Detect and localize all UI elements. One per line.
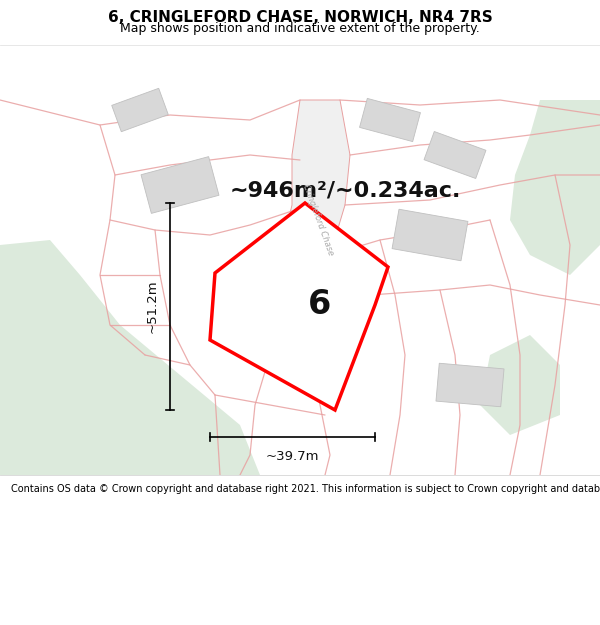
Polygon shape (280, 100, 350, 305)
Text: 6: 6 (308, 288, 331, 321)
Polygon shape (112, 88, 168, 132)
Polygon shape (424, 131, 486, 179)
Polygon shape (141, 157, 219, 213)
Polygon shape (392, 209, 468, 261)
Polygon shape (0, 240, 260, 475)
Text: ~946m²/~0.234ac.: ~946m²/~0.234ac. (230, 180, 461, 200)
Text: ~39.7m: ~39.7m (266, 451, 319, 464)
Polygon shape (267, 249, 353, 331)
Text: Cringleford Chase: Cringleford Chase (301, 183, 335, 257)
Polygon shape (436, 363, 504, 407)
Polygon shape (480, 335, 560, 435)
Polygon shape (210, 203, 388, 410)
Text: ~51.2m: ~51.2m (146, 280, 158, 333)
Polygon shape (510, 100, 600, 275)
Text: Contains OS data © Crown copyright and database right 2021. This information is : Contains OS data © Crown copyright and d… (11, 484, 600, 494)
Polygon shape (359, 98, 421, 142)
Text: Map shows position and indicative extent of the property.: Map shows position and indicative extent… (120, 22, 480, 35)
Text: 6, CRINGLEFORD CHASE, NORWICH, NR4 7RS: 6, CRINGLEFORD CHASE, NORWICH, NR4 7RS (107, 10, 493, 25)
